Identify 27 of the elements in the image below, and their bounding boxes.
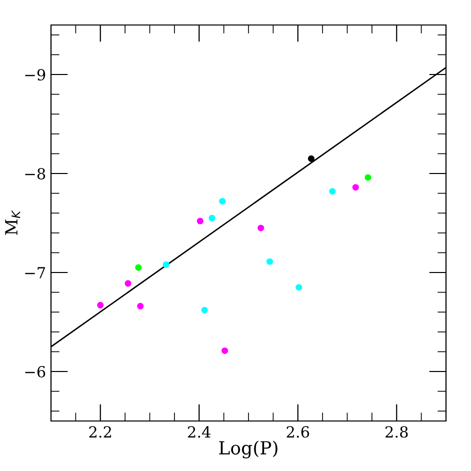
x-tick-label: 2.6: [286, 426, 310, 438]
point: [296, 284, 302, 291]
point: [162, 261, 170, 268]
point: [201, 306, 208, 314]
point: [135, 264, 142, 271]
y-tick-label: −6: [25, 366, 46, 378]
y-tick-label: −7: [25, 267, 46, 278]
point: [222, 347, 228, 354]
point: [329, 188, 336, 195]
point: [308, 155, 314, 162]
point: [124, 280, 132, 287]
point: [364, 174, 372, 181]
point: [137, 302, 144, 310]
x-tick-label: 2.2: [89, 426, 112, 438]
x-axis-title: Log(P): [219, 440, 278, 458]
x-tick-label: 2.4: [188, 426, 211, 438]
x-tick-label: 2.8: [386, 426, 408, 438]
point: [97, 302, 104, 308]
point: [208, 214, 216, 222]
point: [258, 224, 264, 232]
y-tick-label: −9: [25, 68, 46, 81]
point: [266, 258, 273, 265]
point: [196, 218, 204, 224]
point: [352, 184, 359, 191]
y-tick-label: −8: [25, 168, 46, 180]
point: [219, 198, 226, 204]
y-axis-title: M$_{K}$: [5, 210, 20, 235]
